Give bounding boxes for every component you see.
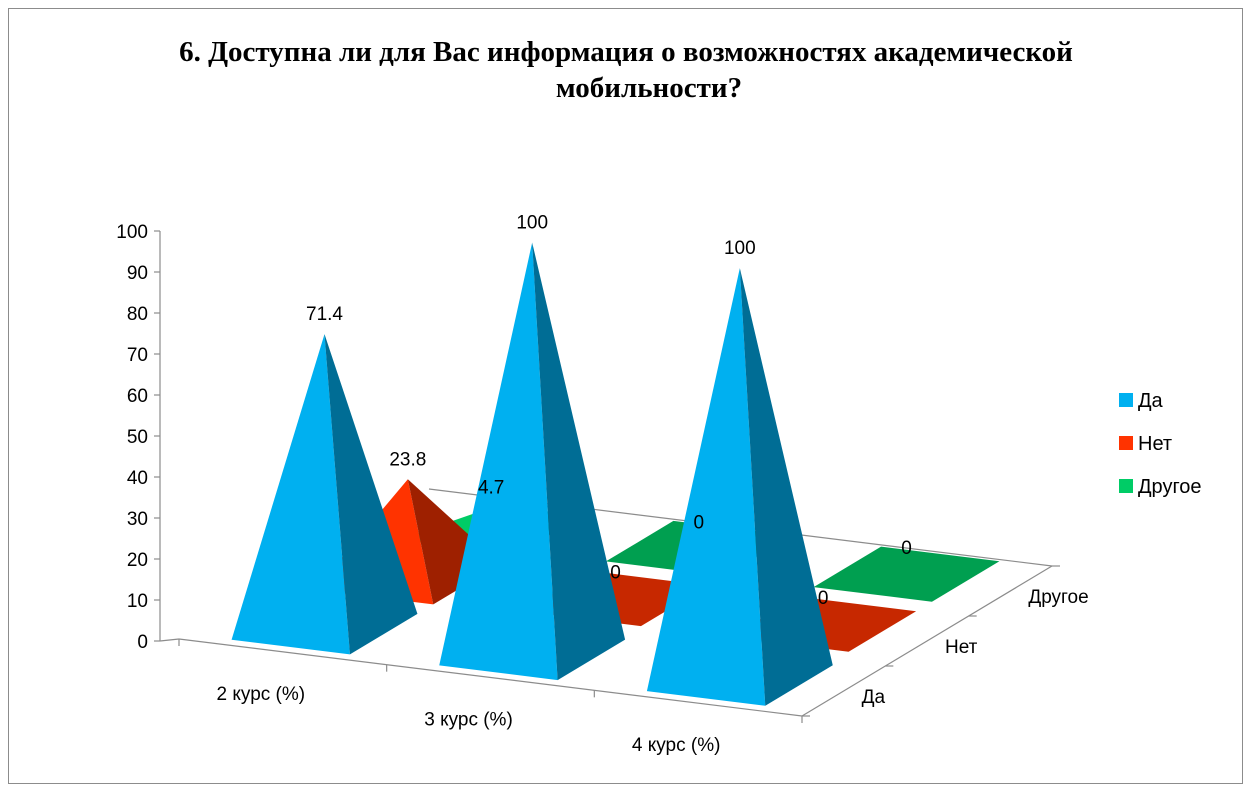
- pyramid-front-face: [439, 242, 558, 681]
- pyramid-Да-1: [439, 242, 626, 681]
- depth-axis-label: Да: [862, 687, 886, 708]
- chart-frame: 6. Доступна ли для Вас информация о возм…: [8, 8, 1243, 784]
- data-label: 0: [610, 563, 621, 584]
- data-label: 0: [901, 538, 912, 559]
- y-tick-label: 20: [127, 550, 148, 571]
- data-labels: 4.7 0 0 23.8 0 0 71.4 100 100: [306, 213, 912, 610]
- x-axis-label: 2 курс (%): [217, 684, 306, 705]
- x-axis-label: 3 курс (%): [424, 710, 513, 731]
- y-tick-label: 40: [127, 468, 148, 489]
- legend-label: Да: [1138, 390, 1164, 412]
- pyramid-front-face: [231, 334, 350, 655]
- legend-swatch: [1119, 436, 1133, 450]
- y-tick-label: 90: [127, 263, 148, 284]
- pyramid-Да-0: [231, 334, 418, 655]
- flat-pyramid-top: [813, 546, 1000, 602]
- legend-swatch: [1119, 479, 1133, 493]
- depth-axis-labels: Да Нет Другое: [862, 587, 1089, 708]
- data-label: 0: [694, 513, 705, 534]
- legend-label: Другое: [1138, 476, 1202, 498]
- y-axis-ticks: 0 10 20 30 40 50 60 70 80 90 100: [116, 222, 160, 653]
- depth-axis-label: Другое: [1028, 587, 1088, 608]
- y-tick-label: 70: [127, 345, 148, 366]
- chart-svg: 6. Доступна ли для Вас информация о возм…: [116, 36, 1202, 756]
- y-tick-label: 60: [127, 386, 148, 407]
- x-axis-line: [178, 638, 803, 717]
- floor-left-edge: [159, 638, 180, 642]
- y-tick-label: 80: [127, 304, 148, 325]
- legend-label: Нет: [1138, 433, 1172, 455]
- data-label: 0: [818, 588, 829, 609]
- data-label: 100: [724, 238, 756, 259]
- pyramid-Другое-2: [813, 546, 1000, 602]
- pyramid-front-face: [646, 268, 766, 706]
- y-tick-label: 100: [116, 222, 148, 243]
- x-axis-label: 4 курс (%): [632, 735, 721, 756]
- data-label: 4.7: [478, 478, 504, 499]
- pyramid-side-face: [739, 268, 833, 706]
- chart-marks: [231, 242, 1000, 706]
- pyramid-Да-2: [646, 268, 833, 706]
- pyramid-side-face: [532, 242, 626, 681]
- depth-axis-line: [801, 565, 1053, 717]
- chart-title-line-2: мобильности?: [556, 72, 742, 104]
- chart-title: 6. Доступна ли для Вас информация о возм…: [179, 36, 1073, 104]
- data-label: 23.8: [389, 449, 426, 470]
- data-label: 71.4: [306, 304, 343, 325]
- depth-axis-label: Нет: [945, 637, 978, 658]
- pyramid-side-face: [324, 334, 418, 655]
- y-tick-label: 50: [127, 427, 148, 448]
- legend-swatch: [1119, 393, 1133, 407]
- x-axis-labels: 2 курс (%) 3 курс (%) 4 курс (%): [217, 684, 721, 756]
- chart-legend: Да Нет Другое: [1119, 390, 1202, 498]
- y-tick-label: 30: [127, 509, 148, 530]
- data-label: 100: [516, 213, 548, 234]
- y-tick-label: 10: [127, 591, 148, 612]
- y-tick-label: 0: [137, 632, 148, 653]
- chart-title-line-1: 6. Доступна ли для Вас информация о возм…: [179, 36, 1073, 68]
